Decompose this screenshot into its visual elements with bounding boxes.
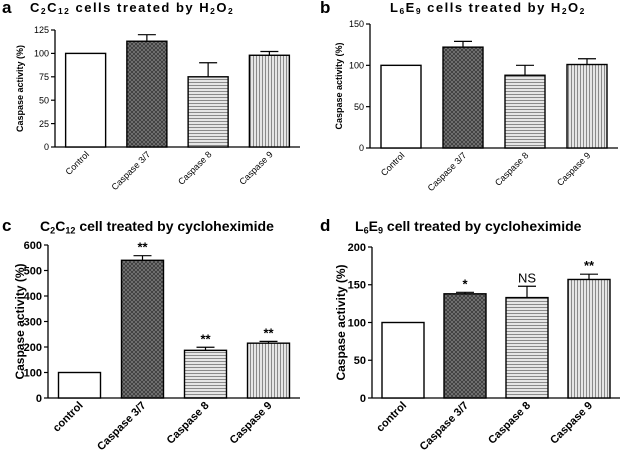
x-tick-label: Caspase 9 bbox=[548, 400, 595, 447]
title-subscript: 2 bbox=[227, 6, 235, 17]
title-text: O bbox=[568, 0, 580, 15]
y-tick-label: 25 bbox=[39, 119, 49, 129]
title-subscript: 12 bbox=[57, 6, 71, 17]
bar-caspase-3-7 bbox=[442, 46, 484, 149]
bar-caspase-9 bbox=[246, 342, 291, 399]
panel-label: d bbox=[320, 216, 331, 235]
x-tick-label: Caspase 9 bbox=[228, 400, 275, 447]
y-tick-label: 50 bbox=[354, 355, 366, 367]
y-tick-label: 100 bbox=[348, 317, 366, 329]
bar-caspase-8 bbox=[183, 349, 228, 399]
title-text: cells treated by H bbox=[422, 0, 562, 15]
y-tick-label: 100 bbox=[24, 367, 42, 379]
title-subscript: 2 bbox=[561, 6, 569, 17]
title-text: L bbox=[355, 218, 364, 234]
title-text: cells treated by H bbox=[70, 0, 211, 15]
bars: control * Caspase 3/7 NS Caspase 8 ** Caspase … bbox=[374, 258, 611, 453]
title-subscript: 2 bbox=[210, 6, 217, 17]
title-subscript: 6 bbox=[363, 225, 369, 236]
title-text: E bbox=[405, 0, 416, 15]
bars: Control Caspase 3/7 Caspase 8 Caspase 9 bbox=[379, 40, 608, 193]
y-tick-label: 200 bbox=[348, 242, 366, 254]
title-subscript: 2 bbox=[40, 6, 48, 17]
chart-title: C2C12 cells treated by H2O2 bbox=[30, 0, 234, 16]
x-tick-label: Caspase 3/7 bbox=[95, 400, 148, 453]
y-axis-label: Caspase activity (%) bbox=[334, 264, 348, 380]
x-tick-label: Control bbox=[379, 150, 407, 178]
y-tick-label: 400 bbox=[24, 291, 42, 303]
bar-control bbox=[381, 321, 425, 399]
bar-caspase-9 bbox=[566, 63, 608, 149]
title-text: C bbox=[55, 218, 66, 234]
y-tick-label: 50 bbox=[354, 102, 364, 112]
y-tick-label: 200 bbox=[24, 342, 42, 354]
x-tick-label: Caspase 9 bbox=[555, 150, 592, 187]
significance-label: ** bbox=[137, 240, 148, 255]
significance-label: NS bbox=[518, 270, 536, 285]
title-subscript: 9 bbox=[415, 6, 423, 17]
y-tick-label: 150 bbox=[348, 280, 366, 292]
bar-caspase-3-7 bbox=[126, 40, 168, 148]
significance-label: ** bbox=[200, 331, 211, 346]
x-tick-label: Caspase 8 bbox=[486, 400, 533, 447]
title-text: C bbox=[40, 218, 51, 234]
y-tick-label: 50 bbox=[39, 95, 49, 105]
y-tick-label: 100 bbox=[34, 49, 49, 59]
y-tick-label: 500 bbox=[24, 265, 42, 277]
chart-title: L6E9 cell treated by cycloheximide bbox=[355, 218, 581, 235]
title-text: cell treated by cycloheximide bbox=[383, 218, 582, 234]
bar-caspase-3-7 bbox=[443, 293, 487, 399]
title-subscript: 6 bbox=[399, 6, 406, 17]
axes: 0 100 200 300 400 500 600 Caspase activity (%) bbox=[13, 240, 300, 405]
significance-label: * bbox=[462, 276, 468, 291]
title-text: C bbox=[30, 0, 41, 15]
y-axis-label: Caspase activity (%) bbox=[334, 42, 344, 129]
bar-control bbox=[380, 64, 422, 149]
significance-label: ** bbox=[263, 325, 274, 340]
y-tick-label: 600 bbox=[24, 240, 42, 252]
y-axis-label: Caspase activity (%) bbox=[13, 263, 27, 379]
chart-title: C2C12 cell treated by cycloheximide bbox=[40, 218, 274, 235]
y-tick-label: 0 bbox=[36, 393, 42, 405]
title-text: L bbox=[390, 0, 400, 15]
bar-caspase-8 bbox=[504, 74, 546, 149]
title-text: E bbox=[368, 218, 378, 234]
x-tick-label: control bbox=[51, 400, 86, 435]
title-text: O bbox=[216, 0, 228, 15]
x-tick-label: Caspase 3/7 bbox=[426, 150, 469, 193]
y-axis-label: Caspase activity (%) bbox=[15, 45, 25, 132]
y-tick-label: 0 bbox=[359, 143, 364, 153]
panel-label: c bbox=[2, 216, 12, 235]
title-text: C bbox=[47, 0, 58, 15]
y-tick-label: 75 bbox=[39, 72, 49, 82]
y-tick-label: 0 bbox=[44, 142, 49, 152]
bars: control ** Caspase 3/7 ** Caspase 8 ** Caspase… bbox=[51, 240, 291, 453]
bar-caspase-9 bbox=[567, 278, 611, 399]
x-tick-label: Caspase 8 bbox=[493, 150, 530, 187]
y-tick-label: 150 bbox=[349, 19, 364, 29]
x-tick-label: Caspase 3/7 bbox=[418, 400, 471, 453]
panel-label: b bbox=[320, 0, 331, 17]
title-subscript: 2 bbox=[50, 225, 56, 236]
bar-control bbox=[57, 371, 102, 399]
bar-caspase-8 bbox=[505, 296, 549, 399]
title-subscript: 2 bbox=[579, 6, 586, 17]
panel-label: a bbox=[2, 0, 12, 17]
title-subscript: 9 bbox=[377, 225, 384, 236]
significance-label: ** bbox=[584, 258, 595, 273]
y-tick-label: 300 bbox=[24, 316, 42, 328]
y-tick-label: 0 bbox=[360, 393, 366, 405]
title-subscript: 12 bbox=[65, 225, 76, 236]
y-tick-label: 125 bbox=[34, 25, 49, 35]
chart-title: L6E9 cells treated by H2O2 bbox=[390, 0, 586, 16]
bar-caspase-8 bbox=[187, 76, 229, 148]
x-tick-label: Caspase 8 bbox=[165, 400, 212, 447]
bar-caspase-3-7 bbox=[120, 259, 165, 399]
y-tick-label: 100 bbox=[349, 60, 364, 70]
x-tick-label: control bbox=[374, 400, 409, 435]
bar-control bbox=[64, 52, 107, 148]
title-text: cell treated by cycloheximide bbox=[75, 218, 274, 234]
